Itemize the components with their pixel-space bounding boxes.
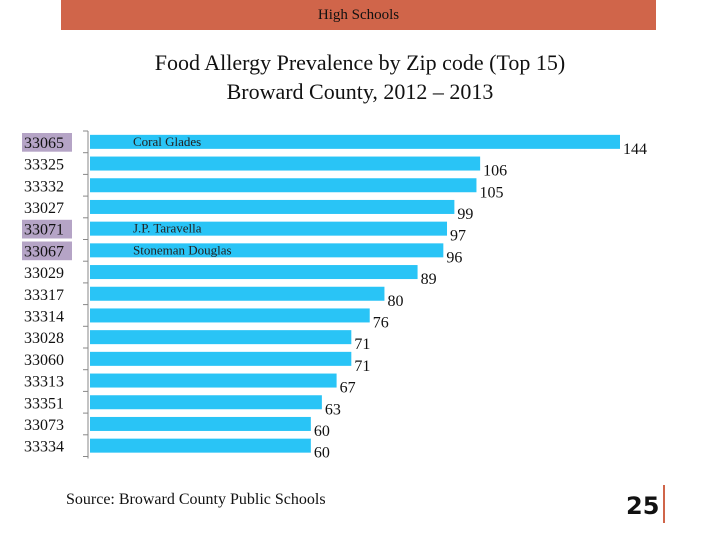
value-label: 80 (387, 293, 403, 310)
page-number: 25 (626, 492, 660, 520)
category-highlight (22, 219, 72, 239)
bar (90, 221, 448, 236)
category-label: 33067 (24, 243, 64, 260)
value-label: 71 (354, 358, 370, 375)
bar (90, 199, 455, 214)
category-label: 33065 (24, 135, 64, 152)
value-label: 60 (314, 445, 330, 462)
bar (90, 351, 352, 366)
category-label: 33313 (24, 374, 64, 391)
chart-title: Food Allergy Prevalence by Zip code (Top… (154, 50, 566, 75)
value-label: 89 (421, 271, 437, 288)
value-label: 96 (446, 249, 462, 266)
bar (90, 286, 385, 301)
value-label: 60 (314, 423, 330, 440)
chart-title-block: Food Allergy Prevalence by Zip code (Top… (0, 48, 720, 106)
banner-label: High Schools (317, 6, 400, 23)
bar (90, 373, 337, 388)
value-label: 97 (450, 228, 466, 245)
chart-subtitle: Broward County, 2012 – 2013 (226, 79, 494, 104)
value-label: 105 (479, 184, 503, 201)
category-label: 33029 (24, 265, 64, 282)
category-label: 33071 (24, 222, 64, 239)
bar (90, 308, 370, 323)
value-label: 76 (373, 314, 389, 331)
category-label: 33314 (24, 308, 64, 325)
category-highlight (22, 133, 72, 152)
value-label: 63 (325, 401, 341, 418)
section-banner: High Schools (61, 0, 656, 30)
bar-school-label: J.P. Taravella (133, 221, 202, 236)
category-label: 33028 (24, 330, 64, 347)
bar (90, 134, 620, 149)
page-divider (663, 485, 665, 523)
bar (90, 265, 418, 280)
bar (90, 395, 322, 410)
category-label: 33325 (24, 157, 64, 174)
bar (90, 438, 311, 453)
value-label: 99 (457, 206, 473, 223)
bar (90, 178, 477, 193)
category-label: 33351 (24, 395, 64, 412)
value-label: 67 (340, 380, 356, 397)
category-label: 33073 (24, 417, 64, 434)
bar (90, 156, 481, 171)
bar (90, 416, 311, 431)
value-label: 71 (354, 336, 370, 353)
bar-school-label: Stoneman Douglas (133, 242, 232, 257)
category-label: 33027 (24, 200, 64, 217)
category-highlight (22, 241, 72, 261)
source-note: Source: Broward County Public Schools (66, 491, 326, 508)
bar (90, 243, 444, 258)
category-label: 33060 (24, 352, 64, 369)
category-label: 33334 (24, 439, 64, 456)
value-label: 106 (483, 163, 507, 180)
category-label: 33317 (24, 287, 64, 304)
category-label: 33332 (24, 178, 64, 195)
bar (90, 330, 352, 345)
bar-school-label: Coral Glades (133, 134, 201, 149)
value-label: 144 (623, 141, 647, 158)
